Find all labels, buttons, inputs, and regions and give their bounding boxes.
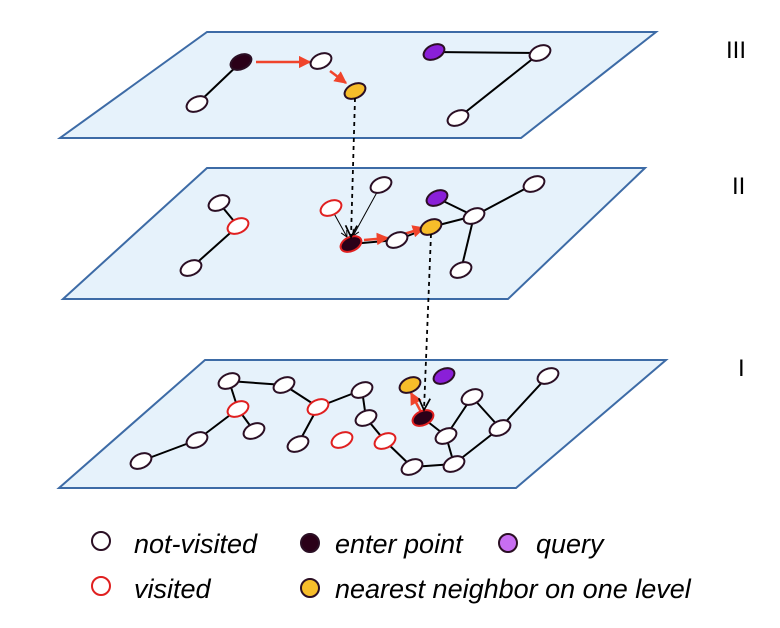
- level-drop-line: [424, 233, 432, 410]
- legend-not-visited: not-visited: [91, 529, 258, 559]
- not-visited-node: [536, 367, 560, 385]
- legend-visited: visited: [91, 574, 212, 604]
- not-visited-node: [449, 261, 473, 279]
- search-arrow: [363, 232, 390, 246]
- not-visited-node: [179, 259, 203, 277]
- level-label-iii: III: [726, 37, 746, 64]
- level-ii: [60, 167, 648, 300]
- legend-visited-swatch: [91, 576, 111, 596]
- not-visited-node: [369, 176, 393, 194]
- not-visited-node: [522, 175, 546, 193]
- search-arrow: [329, 70, 347, 84]
- legend-enter-point: enter point: [300, 529, 464, 559]
- not-visited-node: [286, 435, 310, 453]
- legend-enter-point-swatch: [300, 533, 320, 553]
- not-visited-node: [185, 431, 209, 449]
- not-visited-node: [446, 109, 470, 127]
- query-node: [422, 43, 446, 61]
- not-visited-node: [434, 427, 458, 445]
- level-drop-line: [351, 97, 355, 237]
- level-iii: [56, 31, 659, 139]
- visited-node: [330, 431, 354, 449]
- edge: [433, 51, 541, 54]
- not-visited-node: [354, 409, 378, 427]
- not-visited-node: [385, 231, 409, 249]
- not-visited-node: [242, 422, 266, 440]
- legend: not-visited enter point query visited ne…: [91, 529, 692, 604]
- nearest-node: [398, 376, 422, 394]
- enter-point-node: [229, 53, 253, 71]
- level-label-i: I: [738, 355, 745, 382]
- level-i: [56, 359, 669, 489]
- visited-node: [226, 400, 250, 418]
- not-visited-node: [528, 44, 552, 62]
- legend-visited-label: visited: [134, 574, 212, 604]
- visited-node: [226, 217, 250, 235]
- not-visited-node: [350, 381, 374, 399]
- level-label-ii: II: [732, 173, 745, 200]
- legend-query-swatch: [498, 533, 518, 553]
- not-visited-node: [462, 207, 486, 225]
- legend-nearest-swatch: [300, 578, 320, 598]
- not-visited-node: [460, 388, 484, 406]
- query-node: [425, 189, 449, 207]
- nearest-node: [419, 218, 443, 236]
- not-visited-node: [442, 455, 466, 473]
- edge: [460, 215, 475, 271]
- edge: [499, 375, 549, 429]
- visited-node: [319, 199, 343, 217]
- legend-enter-point-label: enter point: [335, 529, 464, 559]
- not-visited-node: [309, 52, 333, 70]
- not-visited-node: [207, 194, 231, 212]
- not-visited-node: [217, 372, 241, 390]
- legend-nearest: nearest neighbor on one level: [300, 574, 692, 604]
- legend-query-label: query: [536, 529, 605, 559]
- legend-not-visited-label: not-visited: [134, 529, 258, 559]
- legend-query: query: [498, 529, 605, 559]
- not-visited-node: [272, 376, 296, 394]
- not-visited-node: [488, 419, 512, 437]
- visited-node: [373, 432, 397, 450]
- not-visited-node: [185, 95, 209, 113]
- edge: [457, 52, 541, 119]
- not-visited-node: [400, 458, 424, 476]
- legend-not-visited-swatch: [91, 531, 111, 551]
- not-visited-node: [129, 452, 153, 470]
- legend-nearest-label: nearest neighbor on one level: [335, 574, 692, 604]
- nearest-node: [343, 82, 367, 100]
- query-node: [432, 367, 456, 385]
- visited-node: [306, 398, 330, 416]
